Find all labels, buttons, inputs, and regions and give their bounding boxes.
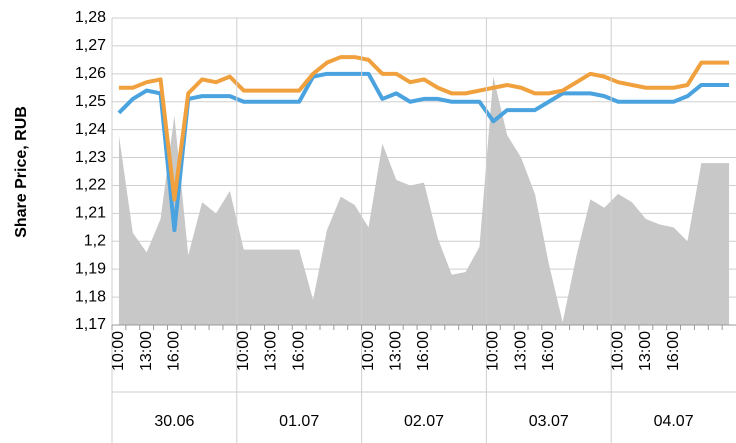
group-label: 04.07	[654, 413, 694, 430]
line	[118, 55, 730, 202]
area	[118, 76, 730, 325]
y-tick-label: 1,17	[75, 316, 106, 333]
x-tick-label: 16:00	[540, 331, 557, 371]
group-label: 01.07	[279, 413, 319, 430]
x-tick-label: 13:00	[512, 331, 529, 371]
x-tick-label: 13:00	[263, 331, 280, 371]
y-axis-label: Share Price, RUB	[13, 106, 30, 238]
x-tick-label: 16:00	[665, 331, 682, 371]
y-tick-label: 1,24	[75, 121, 106, 138]
x-tick-label: 16:00	[166, 331, 183, 371]
group-label: 02.07	[404, 413, 444, 430]
y-tick-label: 1,23	[75, 149, 106, 166]
y-tick-label: 1,18	[75, 288, 106, 305]
x-tick-label: 13:00	[387, 331, 404, 371]
x-tick-label: 10:00	[360, 331, 377, 371]
y-tick-label: 1,19	[75, 260, 106, 277]
y-tick-label: 1,22	[75, 177, 106, 194]
group-label: 03.07	[529, 413, 569, 430]
y-tick-label: 1,25	[75, 93, 106, 110]
y-tick-label: 1,28	[75, 9, 106, 26]
x-tick-label: 10:00	[110, 331, 127, 371]
line	[117, 71, 730, 233]
x-tick-label: 10:00	[235, 331, 252, 371]
x-tick-label: 10:00	[609, 331, 626, 371]
x-tick-label: 13:00	[138, 331, 155, 371]
y-tick-label: 1,21	[75, 205, 106, 222]
x-tick-label: 13:00	[637, 331, 654, 371]
y-tick-label: 1,27	[75, 37, 106, 54]
y-tick-label: 1,2	[84, 232, 106, 249]
y-tick-label: 1,26	[75, 65, 106, 82]
x-tick-label: 16:00	[415, 331, 432, 371]
x-tick-label: 10:00	[485, 331, 502, 371]
group-label: 30.06	[154, 413, 194, 430]
x-tick-label: 16:00	[290, 331, 307, 371]
